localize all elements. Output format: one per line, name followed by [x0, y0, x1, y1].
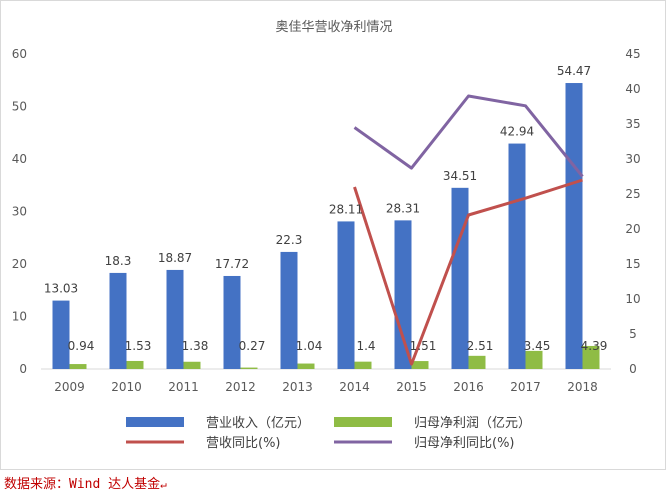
line-series: [353, 94, 584, 366]
data-label: 42.94: [500, 125, 534, 139]
x-tick-label: 2016: [453, 380, 484, 394]
data-label: 3.45: [524, 339, 551, 353]
combo-chart: 奥佳华营收净利情况 0 10 20 30 40 50 60 0 5 10 15 20 25 30 35 40…: [12, 20, 641, 451]
right-tick-label: 35: [625, 117, 640, 131]
chart-frame: 奥佳华营收净利情况 0 10 20 30 40 50 60 0 5 10 15 20 25 30 35 40…: [0, 0, 666, 470]
left-tick-label: 50: [12, 100, 27, 114]
legend-net-profit-label: 归母净利润（亿元）: [414, 416, 531, 431]
bar-net-profit: [69, 364, 87, 369]
legend-revenue-label: 营业收入（亿元）: [206, 416, 310, 431]
right-tick-label: 45: [625, 47, 640, 61]
bar-revenue: [109, 272, 127, 369]
right-tick-label: 20: [625, 222, 640, 236]
right-tick-label: 5: [629, 327, 637, 341]
data-label: 1.53: [125, 339, 152, 353]
x-axis: 2009 2010 2011 2012 2013 2014 2015 2016 2017 2018: [54, 380, 598, 394]
data-label: 28.11: [329, 202, 363, 216]
bar-revenue: [166, 269, 184, 369]
legend-revenue-swatch: [126, 417, 184, 427]
legend-profit-yoy-label: 归母净利同比(%): [414, 436, 515, 451]
chart-title: 奥佳华营收净利情况: [275, 20, 392, 35]
left-tick-label: 0: [19, 362, 27, 376]
return-mark: ↵: [160, 478, 167, 491]
bar-net-profit: [354, 361, 372, 369]
right-tick-label: 15: [625, 257, 640, 271]
line-revenue-yoy: [353, 178, 583, 366]
data-label: 18.3: [105, 254, 132, 268]
bar-revenue: [223, 275, 241, 369]
right-tick-label: 40: [625, 82, 640, 96]
right-tick-label: 0: [629, 362, 637, 376]
data-label: 0.94: [68, 339, 95, 353]
bar-net-profit: [240, 367, 258, 369]
x-tick-label: 2014: [339, 380, 370, 394]
data-label: 0.27: [239, 339, 266, 353]
x-tick-label: 2011: [168, 380, 199, 394]
line-profit-yoy: [353, 94, 584, 178]
x-tick-label: 2010: [111, 380, 142, 394]
data-label: 1.4: [356, 339, 375, 353]
right-axis: 0 5 10 15 20 25 30 35 40 45: [625, 47, 640, 376]
left-axis: 0 10 20 30 40 50 60: [12, 47, 27, 376]
data-label: 18.87: [158, 251, 192, 265]
bar-net-profit: [297, 363, 315, 369]
legend-revenue-yoy-label: 营收同比(%): [206, 436, 281, 451]
x-tick-label: 2009: [54, 380, 85, 394]
bar-net-profit: [582, 345, 600, 369]
data-label: 22.3: [276, 233, 303, 247]
x-tick-label: 2018: [567, 380, 598, 394]
right-tick-label: 25: [625, 187, 640, 201]
data-label: 4.39: [581, 339, 608, 353]
source-text: 数据来源：Wind 达人基金: [4, 477, 161, 492]
data-label: 13.03: [44, 282, 78, 296]
source-note: 数据来源：Wind 达人基金↵: [4, 473, 167, 492]
legend: 营业收入（亿元） 归母净利润（亿元） 营收同比(%) 归母净利同比(%): [126, 416, 531, 451]
bar-revenue: [394, 220, 412, 369]
x-tick-label: 2015: [396, 380, 427, 394]
bar-revenue: [337, 221, 355, 369]
data-label: 54.47: [557, 64, 591, 78]
left-tick-label: 30: [12, 205, 27, 219]
bar-revenue: [508, 143, 526, 369]
left-tick-label: 10: [12, 310, 27, 324]
bar-revenue: [565, 83, 583, 369]
right-tick-label: 10: [625, 292, 640, 306]
data-label: 1.51: [410, 339, 437, 353]
bar-net-profit: [525, 350, 543, 369]
x-tick-label: 2013: [282, 380, 313, 394]
data-label: 34.51: [443, 169, 477, 183]
data-label: 28.31: [386, 201, 420, 215]
bar-revenue: [52, 300, 70, 369]
bar-net-profit: [183, 361, 201, 369]
x-tick-label: 2012: [225, 380, 256, 394]
left-tick-label: 40: [12, 152, 27, 166]
data-label: 17.72: [215, 257, 249, 271]
bar-net-profit: [411, 361, 429, 369]
left-tick-label: 60: [12, 47, 27, 61]
bar-net-profit: [126, 360, 144, 369]
bar-revenue: [451, 187, 469, 369]
data-label: 2.51: [467, 339, 494, 353]
bar-net-profit: [468, 355, 486, 369]
legend-net-profit-swatch: [334, 417, 392, 427]
left-tick-label: 20: [12, 257, 27, 271]
data-labels: 13.03 18.3 18.87 17.72 22.3 28.11 28.31 34.51 42…: [44, 64, 608, 353]
bar-series: [52, 83, 600, 369]
x-tick-label: 2017: [510, 380, 541, 394]
bar-revenue: [280, 251, 298, 369]
data-label: 1.04: [296, 339, 323, 353]
right-tick-label: 30: [625, 152, 640, 166]
data-label: 1.38: [182, 339, 209, 353]
